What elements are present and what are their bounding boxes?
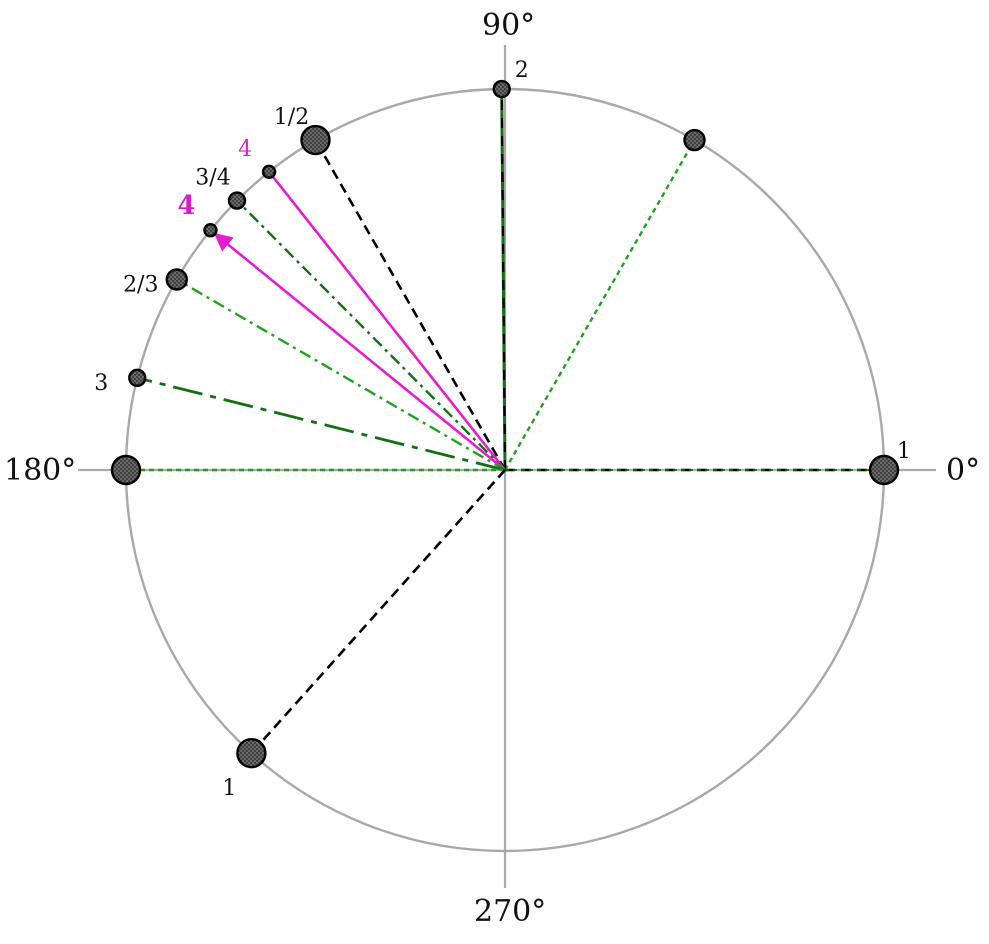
point-p-3-4: [227, 191, 247, 210]
point-p-60: [683, 128, 706, 152]
point-label-p-2-top: 2: [515, 58, 529, 83]
spoke-7: [236, 199, 506, 471]
point-label-p-4-small: 4: [238, 137, 252, 162]
point-label-p-1-lower: 1: [222, 776, 236, 801]
point-label-p-1-right: 1: [897, 439, 911, 464]
point-label-p-3: 3: [94, 371, 108, 396]
point-label-p-3-4: 3/4: [195, 166, 230, 191]
axis-label-270: 270°: [474, 894, 546, 929]
axis-label-90: 90°: [482, 8, 535, 43]
spokes-group: [126, 89, 884, 755]
spoke-2: [503, 139, 696, 471]
point-label-p-4-bold: 4: [177, 191, 195, 221]
point-p-4-small: [261, 164, 277, 180]
axis-label-0: 0°: [946, 453, 980, 488]
point-p-1-2: [300, 124, 331, 156]
point-p-2-top: [492, 79, 511, 99]
point-p-2-3: [165, 268, 188, 291]
axis-label-180: 180°: [4, 453, 76, 488]
point-p-4-bold: [203, 223, 218, 238]
spoke-6: [268, 171, 507, 471]
spoke-5: [314, 139, 507, 471]
spoke-4: [500, 89, 507, 471]
points-group: [110, 79, 900, 769]
point-p-3: [128, 368, 147, 388]
point-p-1-right: [868, 454, 900, 486]
point-p-180: [110, 454, 142, 486]
point-labels-group: 121/243/442/331: [94, 58, 911, 801]
point-label-p-2-3: 2/3: [123, 273, 158, 298]
point-label-p-1-2: 1/2: [274, 105, 309, 130]
spoke-10: [136, 376, 506, 472]
point-p-1-lower: [236, 737, 267, 769]
spoke-8: [213, 232, 506, 472]
spoke-12: [250, 469, 506, 755]
spoke-9: [176, 278, 506, 472]
